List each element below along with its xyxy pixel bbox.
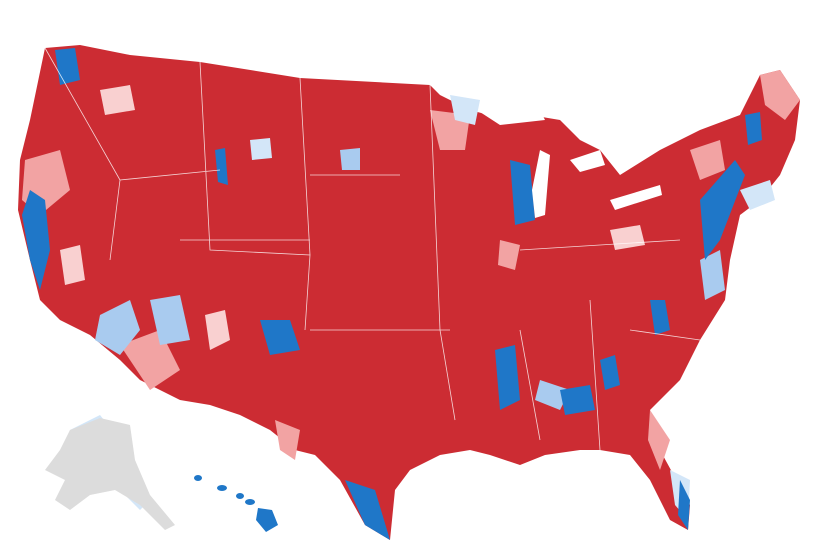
- hawaii: [194, 475, 278, 532]
- state-borders: [44, 47, 701, 451]
- contiguous-us: [18, 45, 800, 540]
- blue-counties: [22, 48, 762, 540]
- alaska: [45, 418, 175, 530]
- great-lakes: [480, 110, 662, 218]
